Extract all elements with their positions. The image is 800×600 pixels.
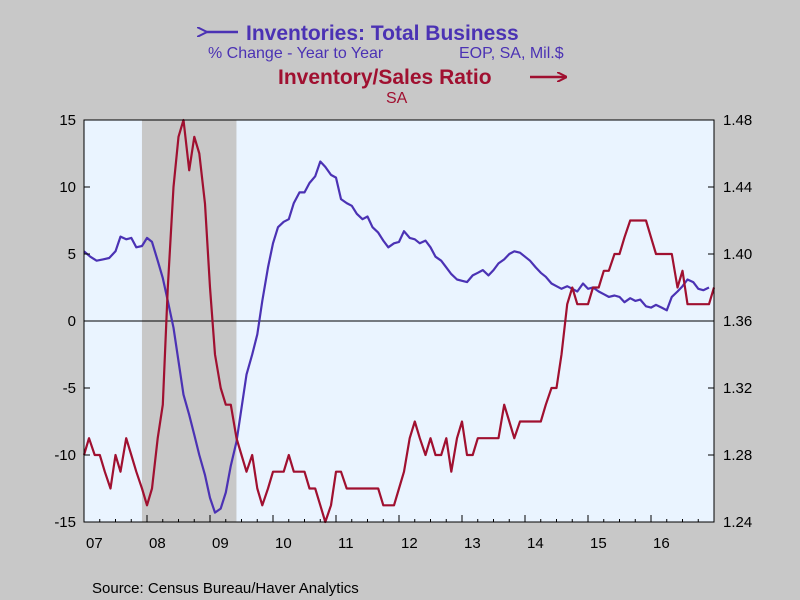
left-tick-label: 5 <box>68 246 76 263</box>
left-tick-label: -10 <box>54 447 76 464</box>
right-tick-label: 1.24 <box>723 514 752 531</box>
left-tick-label: 15 <box>59 112 76 129</box>
right-tick-label: 1.32 <box>723 380 752 397</box>
x-tick-label: 09 <box>212 535 229 552</box>
x-tick-label: 11 <box>338 535 354 552</box>
right-tick-label: 1.36 <box>723 313 752 330</box>
left-series-subtitle-units: EOP, SA, Mil.$ <box>459 45 564 62</box>
x-tick-label: 15 <box>590 535 607 552</box>
inventory-sales-ratio-line <box>82 118 716 524</box>
x-tick-label: 12 <box>401 535 418 552</box>
left-tick-label: 10 <box>59 179 76 196</box>
x-tick-label: 07 <box>86 535 103 552</box>
right-tick-label: 1.48 <box>723 112 752 129</box>
x-tick-label: 08 <box>149 535 166 552</box>
left-tick-label: 0 <box>68 313 76 330</box>
x-tick-label: 14 <box>527 535 544 552</box>
source-note: Source: Census Bureau/Haver Analytics <box>92 580 359 597</box>
left-tick-label: -5 <box>63 380 76 397</box>
right-series-subtitle: SA <box>386 90 408 107</box>
left-series-title: Inventories: Total Business <box>246 22 519 45</box>
right-tick-label: 1.28 <box>723 447 752 464</box>
right-series-title: Inventory/Sales Ratio <box>278 66 492 89</box>
x-tick-label: 13 <box>464 535 481 552</box>
right-tick-label: 1.44 <box>723 179 752 196</box>
left-tick-label: -15 <box>54 514 76 531</box>
left-series-subtitle-change: % Change - Year to Year <box>208 45 384 62</box>
inventories-line <box>83 160 710 514</box>
legend: Inventories: Total Business % Change - Y… <box>206 22 566 107</box>
right-tick-label: 1.40 <box>723 246 752 263</box>
x-tick-label: 16 <box>653 535 670 552</box>
x-tick-label: 10 <box>275 535 292 552</box>
